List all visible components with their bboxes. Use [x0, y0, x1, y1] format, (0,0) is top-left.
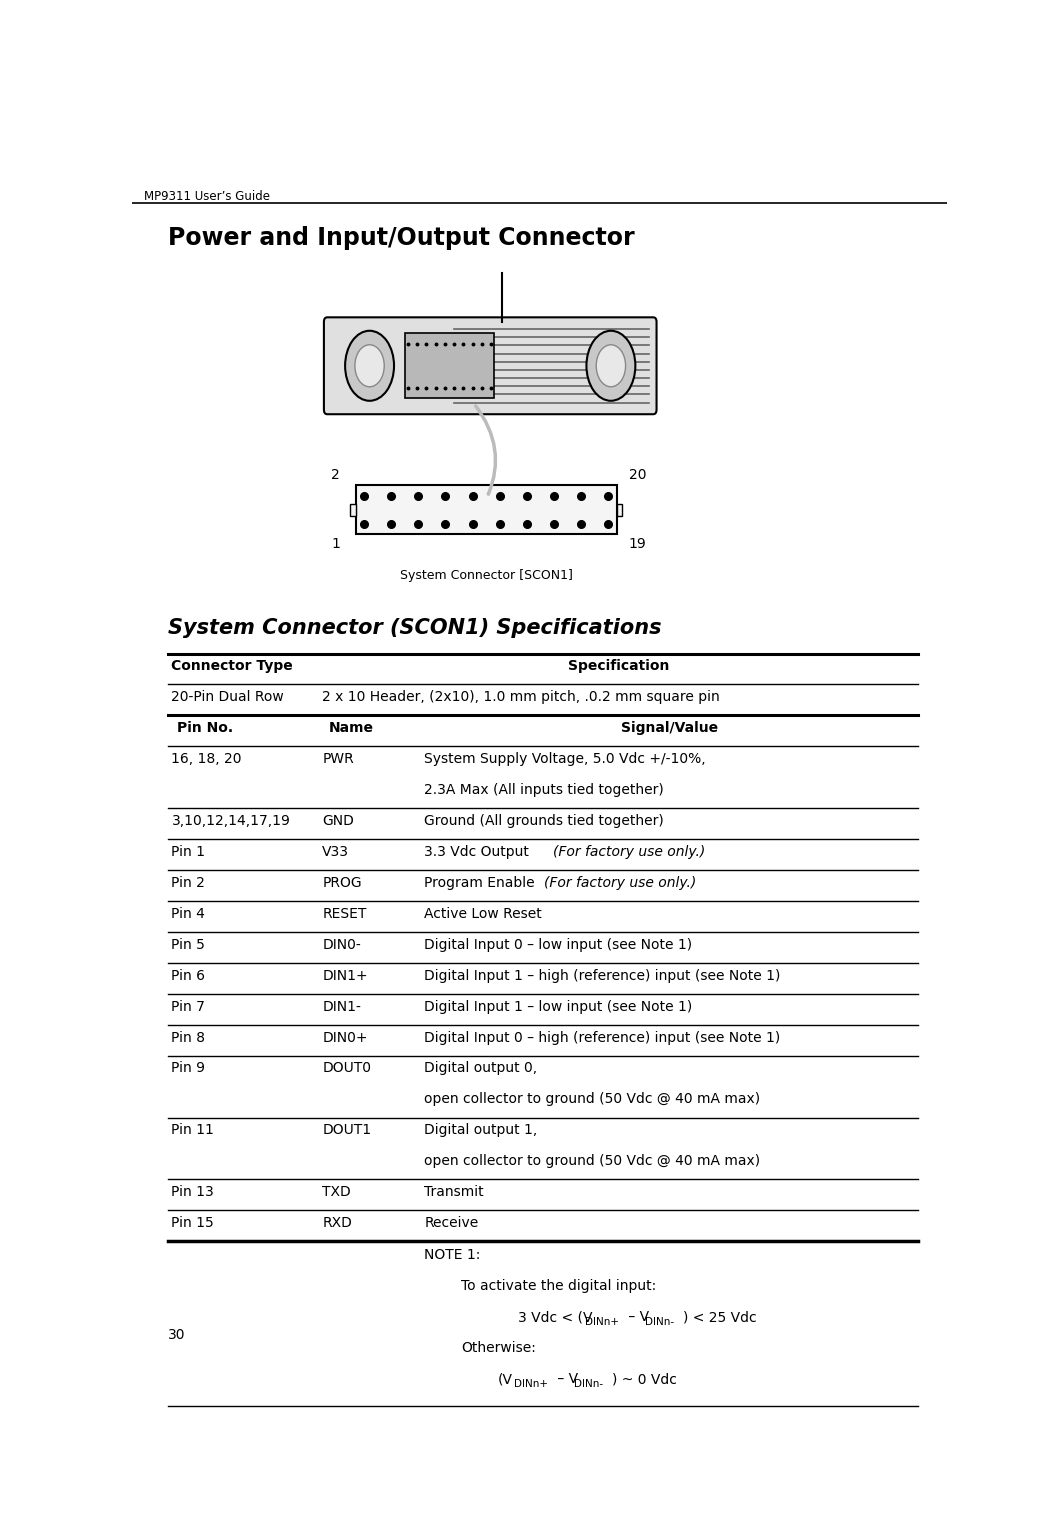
Text: Name: Name	[329, 722, 375, 735]
Text: Pin No.: Pin No.	[177, 722, 232, 735]
Text: 3.3 Vdc Output: 3.3 Vdc Output	[424, 844, 538, 860]
Text: Specification: Specification	[568, 659, 669, 673]
Text: V33: V33	[322, 844, 349, 860]
Circle shape	[586, 330, 635, 400]
Text: DIN0+: DIN0+	[322, 1031, 368, 1045]
Text: – V: – V	[553, 1372, 579, 1386]
Text: DOUT0: DOUT0	[322, 1061, 371, 1075]
Text: Connector Type: Connector Type	[171, 659, 294, 673]
Text: Pin 13: Pin 13	[171, 1186, 215, 1199]
Text: Pin 1: Pin 1	[171, 844, 205, 860]
Text: 3 Vdc < (V: 3 Vdc < (V	[518, 1310, 592, 1323]
Text: Power and Input/Output Connector: Power and Input/Output Connector	[168, 226, 634, 250]
Text: DOUT1: DOUT1	[322, 1123, 371, 1137]
Circle shape	[345, 330, 394, 400]
Text: DINn+: DINn+	[585, 1317, 619, 1326]
FancyArrowPatch shape	[476, 406, 495, 494]
Text: Program Enable: Program Enable	[424, 876, 540, 890]
Bar	[405, 334, 494, 399]
Text: Ground (All grounds tied together): Ground (All grounds tied together)	[424, 814, 664, 828]
Text: 2: 2	[331, 468, 340, 482]
Text: open collector to ground (50 Vdc @ 40 mA max): open collector to ground (50 Vdc @ 40 mA…	[424, 1154, 761, 1169]
Circle shape	[596, 344, 626, 387]
Text: ) < 25 Vdc: ) < 25 Vdc	[683, 1310, 756, 1323]
Text: Otherwise:: Otherwise:	[461, 1342, 535, 1355]
Text: RESET: RESET	[322, 907, 367, 920]
Text: 3,10,12,14,17,19: 3,10,12,14,17,19	[171, 814, 290, 828]
Text: 20: 20	[629, 468, 646, 482]
Text: MP9311 User’s Guide: MP9311 User’s Guide	[144, 190, 269, 203]
Text: Pin 2: Pin 2	[171, 876, 205, 890]
Text: PROG: PROG	[322, 876, 362, 890]
Text: 20-Pin Dual Row: 20-Pin Dual Row	[171, 690, 284, 705]
Text: Digital Input 1 – low input (see Note 1): Digital Input 1 – low input (see Note 1)	[424, 999, 692, 1014]
Text: (V: (V	[498, 1372, 512, 1386]
Text: Digital Input 0 – high (reference) input (see Note 1): Digital Input 0 – high (reference) input…	[424, 1031, 781, 1045]
Text: GND: GND	[322, 814, 355, 828]
Bar	[350, 505, 356, 515]
Bar	[356, 485, 616, 535]
Text: PWR: PWR	[322, 752, 355, 766]
Text: 2.3A Max (All inputs tied together): 2.3A Max (All inputs tied together)	[424, 784, 664, 797]
Text: To activate the digital input:: To activate the digital input:	[461, 1280, 656, 1293]
Text: System Connector (SCON1) Specifications: System Connector (SCON1) Specifications	[168, 619, 662, 638]
Text: (For factory use only.): (For factory use only.)	[553, 844, 705, 860]
Circle shape	[355, 344, 384, 387]
Text: NOTE 1:: NOTE 1:	[424, 1248, 481, 1263]
Text: System Supply Voltage, 5.0 Vdc +/-10%,: System Supply Voltage, 5.0 Vdc +/-10%,	[424, 752, 706, 766]
Text: 19: 19	[629, 537, 647, 550]
Text: DIN1+: DIN1+	[322, 969, 368, 982]
Text: System Connector [SCON1]: System Connector [SCON1]	[400, 570, 572, 582]
Text: Pin 15: Pin 15	[171, 1216, 215, 1229]
Text: Pin 7: Pin 7	[171, 999, 205, 1014]
Text: 2 x 10 Header, (2x10), 1.0 mm pitch, .0.2 mm square pin: 2 x 10 Header, (2x10), 1.0 mm pitch, .0.…	[322, 690, 720, 705]
Text: Receive: Receive	[424, 1216, 479, 1229]
Text: Pin 5: Pin 5	[171, 938, 205, 952]
Text: DINn-: DINn-	[645, 1317, 674, 1326]
Text: Signal/Value: Signal/Value	[621, 722, 719, 735]
Text: 30: 30	[168, 1328, 186, 1342]
Text: TXD: TXD	[322, 1186, 351, 1199]
Text: 1: 1	[331, 537, 340, 550]
Text: RXD: RXD	[322, 1216, 352, 1229]
Text: ) ~ 0 Vdc: ) ~ 0 Vdc	[611, 1372, 676, 1386]
Text: Active Low Reset: Active Low Reset	[424, 907, 542, 920]
Bar	[616, 505, 623, 515]
Text: Pin 4: Pin 4	[171, 907, 205, 920]
Text: Digital Input 1 – high (reference) input (see Note 1): Digital Input 1 – high (reference) input…	[424, 969, 781, 982]
Text: Transmit: Transmit	[424, 1186, 484, 1199]
Text: Pin 6: Pin 6	[171, 969, 205, 982]
Text: Pin 9: Pin 9	[171, 1061, 205, 1075]
Text: (For factory use only.): (For factory use only.)	[544, 876, 696, 890]
Text: DIN0-: DIN0-	[322, 938, 361, 952]
Text: – V: – V	[624, 1310, 649, 1323]
Text: Digital output 1,: Digital output 1,	[424, 1123, 538, 1137]
Text: DINn+: DINn+	[513, 1380, 548, 1389]
Text: 16, 18, 20: 16, 18, 20	[171, 752, 242, 766]
Text: Pin 8: Pin 8	[171, 1031, 205, 1045]
Text: open collector to ground (50 Vdc @ 40 mA max): open collector to ground (50 Vdc @ 40 mA…	[424, 1093, 761, 1107]
Text: Digital Input 0 – low input (see Note 1): Digital Input 0 – low input (see Note 1)	[424, 938, 692, 952]
Text: Pin 11: Pin 11	[171, 1123, 215, 1137]
Text: DINn-: DINn-	[574, 1380, 604, 1389]
Text: Digital output 0,: Digital output 0,	[424, 1061, 538, 1075]
FancyBboxPatch shape	[324, 317, 656, 414]
Text: DIN1-: DIN1-	[322, 999, 361, 1014]
